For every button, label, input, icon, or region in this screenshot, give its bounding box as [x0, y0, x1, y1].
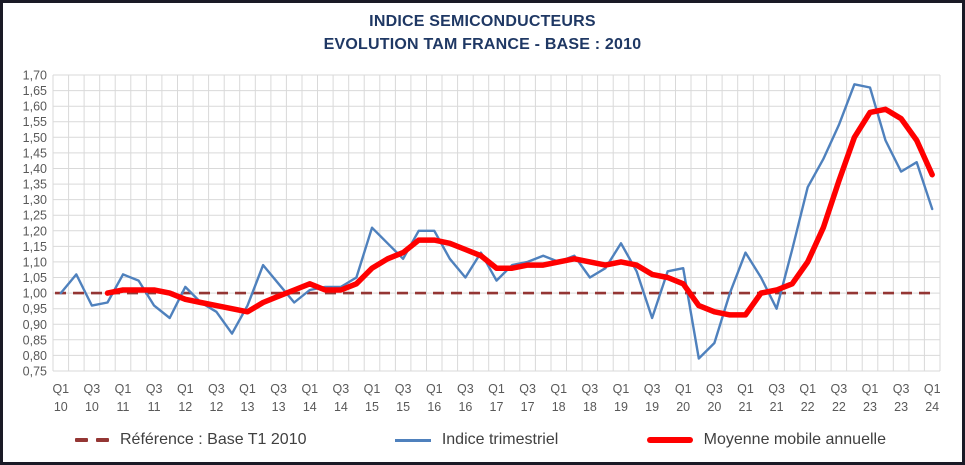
svg-text:Q3: Q3: [208, 382, 225, 396]
legend-item-quarterly-index: Indice trimestriel: [394, 431, 559, 449]
svg-text:1,35: 1,35: [23, 178, 47, 192]
svg-text:1,10: 1,10: [23, 255, 47, 269]
moving-average-line-marker: [646, 437, 693, 443]
svg-text:Q3: Q3: [146, 382, 163, 396]
chart-title-line2: EVOLUTION TAM FRANCE - BASE : 2010: [323, 36, 642, 53]
svg-text:18: 18: [552, 400, 566, 414]
svg-text:1,55: 1,55: [23, 115, 47, 129]
svg-text:Q3: Q3: [457, 382, 474, 396]
svg-text:1,15: 1,15: [23, 240, 47, 254]
legend-item-reference: Référence : Base T1 2010: [75, 431, 307, 449]
moving-average-line: [104, 106, 935, 318]
legend-item-moving-average: Moyenne mobile annuelle: [646, 431, 886, 449]
svg-text:21: 21: [770, 400, 784, 414]
svg-text:Q3: Q3: [644, 382, 661, 396]
chart-title: INDICE SEMICONDUCTEURS EVOLUTION TAM FRA…: [3, 10, 962, 56]
svg-text:Q1: Q1: [488, 382, 505, 396]
svg-text:Q3: Q3: [333, 382, 350, 396]
svg-text:Q1: Q1: [613, 382, 630, 396]
plot-area: 0,75 0,80 0,850,90 0,951,00 1,05 1,101,15 1,20…: [23, 69, 941, 415]
svg-text:15: 15: [396, 400, 410, 414]
svg-text:Q3: Q3: [706, 382, 723, 396]
svg-text:0,95: 0,95: [23, 302, 47, 316]
svg-text:12: 12: [209, 400, 223, 414]
quarterly-line-marker: [394, 438, 431, 442]
svg-text:18: 18: [583, 400, 597, 414]
svg-text:14: 14: [303, 400, 317, 414]
svg-text:Q1: Q1: [177, 382, 194, 396]
svg-text:Q3: Q3: [270, 382, 287, 396]
svg-text:12: 12: [178, 400, 192, 414]
reference-dashed-marker: [75, 438, 109, 442]
svg-text:Q1: Q1: [862, 382, 879, 396]
svg-text:16: 16: [458, 400, 472, 414]
svg-text:19: 19: [645, 400, 659, 414]
svg-text:15: 15: [365, 400, 379, 414]
legend-label-moving-average: Moyenne mobile annuelle: [703, 431, 886, 448]
svg-text:20: 20: [707, 400, 721, 414]
svg-text:23: 23: [863, 400, 877, 414]
svg-text:1,65: 1,65: [23, 84, 47, 98]
svg-text:Q1: Q1: [675, 382, 692, 396]
svg-text:17: 17: [521, 400, 535, 414]
svg-text:0,80: 0,80: [23, 349, 47, 363]
svg-text:13: 13: [241, 400, 255, 414]
svg-text:1,60: 1,60: [23, 100, 47, 114]
svg-text:0,75: 0,75: [23, 365, 47, 379]
quarterly-index-line: [59, 83, 934, 360]
svg-text:11: 11: [117, 400, 130, 414]
svg-text:1,70: 1,70: [23, 69, 47, 83]
svg-text:16: 16: [427, 400, 441, 414]
svg-text:22: 22: [801, 400, 815, 414]
svg-text:Q1: Q1: [52, 382, 69, 396]
svg-text:0,90: 0,90: [23, 318, 47, 332]
svg-text:1,20: 1,20: [23, 224, 47, 238]
svg-text:Q3: Q3: [519, 382, 536, 396]
svg-text:17: 17: [490, 400, 504, 414]
gridlines: [52, 74, 941, 372]
svg-text:Q3: Q3: [893, 382, 910, 396]
svg-text:Q1: Q1: [301, 382, 318, 396]
svg-text:20: 20: [676, 400, 690, 414]
svg-text:Q1: Q1: [426, 382, 443, 396]
svg-text:1,00: 1,00: [23, 287, 47, 301]
svg-text:11: 11: [148, 400, 161, 414]
svg-text:Q1: Q1: [364, 382, 381, 396]
svg-text:Q1: Q1: [799, 382, 816, 396]
chart-title-line1: INDICE SEMICONDUCTEURS: [369, 13, 596, 30]
svg-text:10: 10: [85, 400, 99, 414]
x-axis-labels: Q1 10 Q3 10 Q1 11 Q3 11 Q1 12 Q3 12 Q1 13 Q3 13 Q1 14 Q3 14…: [52, 382, 940, 414]
svg-text:23: 23: [894, 400, 908, 414]
svg-text:22: 22: [832, 400, 846, 414]
legend-label-quarterly-index: Indice trimestriel: [441, 431, 559, 448]
y-axis-labels: 0,75 0,80 0,850,90 0,951,00 1,05 1,101,15 1,20…: [23, 69, 47, 379]
svg-text:Q1: Q1: [924, 382, 941, 396]
svg-text:Q1: Q1: [550, 382, 567, 396]
svg-text:21: 21: [739, 400, 753, 414]
svg-text:Q3: Q3: [831, 382, 848, 396]
svg-text:1,30: 1,30: [23, 193, 47, 207]
svg-text:1,05: 1,05: [23, 271, 47, 285]
svg-text:Q3: Q3: [395, 382, 412, 396]
svg-text:Q3: Q3: [582, 382, 599, 396]
svg-text:1,40: 1,40: [23, 162, 47, 176]
legend-label-reference: Référence : Base T1 2010: [120, 431, 307, 448]
svg-text:19: 19: [614, 400, 628, 414]
svg-text:Q1: Q1: [737, 382, 754, 396]
svg-text:1,25: 1,25: [23, 209, 47, 223]
svg-text:Q1: Q1: [239, 382, 256, 396]
svg-text:Q3: Q3: [768, 382, 785, 396]
svg-text:Q1: Q1: [115, 382, 132, 396]
svg-text:14: 14: [334, 400, 348, 414]
chart-legend: Référence : Base T1 2010 Indice trimestr…: [3, 425, 962, 455]
svg-text:10: 10: [54, 400, 68, 414]
svg-text:24: 24: [925, 400, 939, 414]
svg-text:Q3: Q3: [84, 382, 101, 396]
svg-text:0,85: 0,85: [23, 333, 47, 347]
svg-text:13: 13: [272, 400, 286, 414]
svg-text:1,45: 1,45: [23, 146, 47, 160]
svg-text:1,50: 1,50: [23, 131, 47, 145]
